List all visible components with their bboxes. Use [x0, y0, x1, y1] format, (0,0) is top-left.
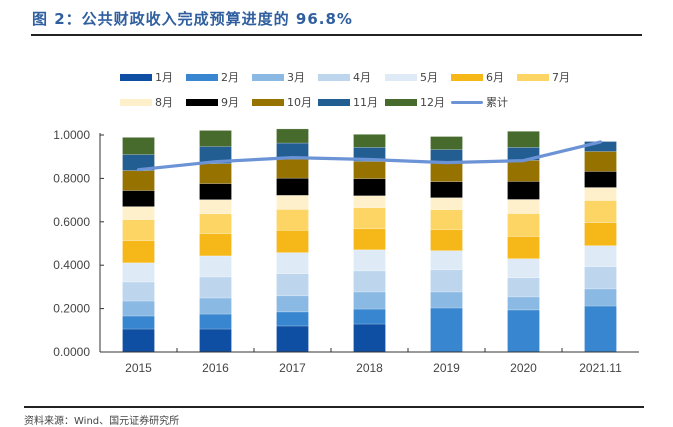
x-tick-label: 2019 [433, 361, 460, 375]
bar-segment-2019-3 [431, 292, 463, 308]
bar-segment-2016-6 [200, 234, 232, 256]
bar-segment-2017-9 [277, 178, 309, 195]
bar-segment-2018-1 [354, 324, 386, 352]
bar-segment-2015-6 [123, 241, 155, 263]
bar-segment-2019-2 [431, 308, 463, 352]
bar-segment-2018-8 [354, 196, 386, 208]
bar-segment-2016-4 [200, 277, 232, 298]
bar-segment-2020-7 [508, 214, 540, 237]
y-tick-label: 0.4000 [53, 258, 90, 272]
bar-segment-2015-3 [123, 301, 155, 316]
bar-segment-2020-4 [508, 278, 540, 297]
bar-segment-2019-5 [431, 251, 463, 270]
bar-segment-2020-5 [508, 259, 540, 278]
x-tick-label: 2017 [279, 361, 306, 375]
footer-divider [24, 406, 644, 408]
bar-segment-2020-10 [508, 160, 540, 181]
bar-segment-2016-9 [200, 184, 232, 200]
bar-segment-2019-8 [431, 198, 463, 210]
bar-segment-2015-12 [123, 137, 155, 154]
bar-segment-2019-9 [431, 182, 463, 198]
bar-segment-2020-2 [508, 310, 540, 352]
x-tick-label: 2021.11 [579, 361, 622, 375]
bar-segment-2016-5 [200, 256, 232, 277]
bar-segment-2018-12 [354, 134, 386, 147]
bar-segment-2018-3 [354, 292, 386, 309]
bar-segment-2020-9 [508, 181, 540, 199]
bar-segment-2016-8 [200, 200, 232, 214]
bar-segment-2020-8 [508, 199, 540, 213]
bar-segment-2017-3 [277, 296, 309, 312]
bar-segment-2021.11-7 [585, 201, 617, 223]
bar-segment-2021.11-10 [585, 151, 617, 171]
bar-segment-2015-10 [123, 171, 155, 191]
bar-segment-2019-6 [431, 230, 463, 251]
bar-segment-2019-10 [431, 163, 463, 182]
bar-segment-2017-10 [277, 159, 309, 178]
x-tick-label: 2015 [125, 361, 152, 375]
bar-segment-2017-7 [277, 209, 309, 230]
bar-segment-2018-5 [354, 250, 386, 271]
bar-segment-2015-2 [123, 316, 155, 329]
bar-segment-2015-1 [123, 329, 155, 352]
bar-segment-2018-10 [354, 161, 386, 178]
bar-segment-2016-10 [200, 164, 232, 184]
bar-segment-2017-2 [277, 312, 309, 326]
bar-segment-2021.11-3 [585, 289, 617, 306]
bar-segment-2016-1 [200, 329, 232, 352]
bar-segment-2018-7 [354, 208, 386, 229]
bar-segment-2019-12 [431, 137, 463, 150]
bar-segment-2017-5 [277, 253, 309, 274]
bar-segment-2016-2 [200, 314, 232, 329]
bar-segment-2016-3 [200, 298, 232, 314]
x-tick-label: 2016 [202, 361, 229, 375]
stacked-bar-chart: 2015 2016 2017 2018 2019 2020 2021.11 0.0000 0.2… [0, 0, 673, 400]
x-tick-label: 2018 [356, 361, 383, 375]
bar-segment-2017-1 [277, 326, 309, 352]
bar-segment-2015-7 [123, 220, 155, 241]
bar-segment-2018-4 [354, 271, 386, 292]
bar-segment-2017-8 [277, 195, 309, 209]
bar-segment-2018-2 [354, 309, 386, 324]
bar-segment-2019-4 [431, 270, 463, 292]
bar-segment-2015-8 [123, 207, 155, 220]
bar-segment-2021.11-4 [585, 267, 617, 289]
bar-segment-2015-4 [123, 282, 155, 301]
bar-segment-2017-6 [277, 230, 309, 252]
source-note: 资料来源：Wind、国元证券研究所 [24, 412, 179, 427]
bar-segment-2021.11-5 [585, 246, 617, 267]
y-tick-label: 0.2000 [53, 302, 90, 316]
bar-segment-2021.11-8 [585, 188, 617, 201]
x-tick-label: 2020 [510, 361, 537, 375]
bar-segment-2020-12 [508, 131, 540, 147]
bar-segment-2020-6 [508, 237, 540, 259]
bar-segment-2015-5 [123, 263, 155, 282]
bar-segment-2016-12 [200, 130, 232, 146]
y-tick-label: 0.8000 [53, 171, 90, 185]
bar-segment-2017-4 [277, 274, 309, 296]
bar-segment-2018-9 [354, 179, 386, 196]
bar-segment-2020-3 [508, 297, 540, 310]
bar-segment-2015-9 [123, 191, 155, 207]
bar-segment-2019-7 [431, 210, 463, 230]
y-tick-label: 0.0000 [53, 345, 90, 359]
bar-segment-2021.11-2 [585, 306, 617, 352]
y-tick-label: 0.6000 [53, 215, 90, 229]
bar-segment-2018-6 [354, 229, 386, 250]
y-tick-label: 1.0000 [53, 128, 90, 142]
bar-segment-2021.11-9 [585, 171, 617, 187]
bar-segment-2016-7 [200, 214, 232, 234]
bar-segment-2021.11-6 [585, 223, 617, 246]
bar-segment-2017-12 [277, 129, 309, 143]
